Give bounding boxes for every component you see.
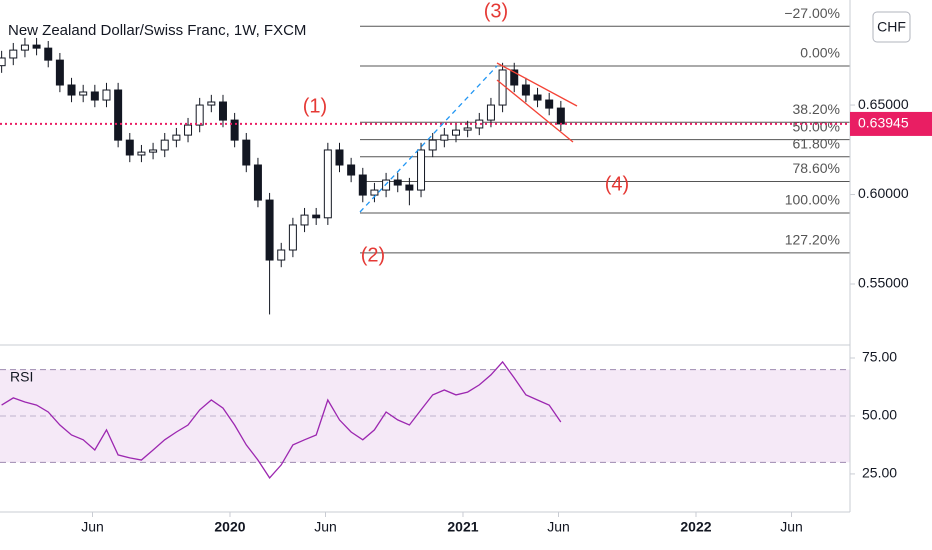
candle-body	[463, 127, 472, 131]
fib-label: 38.20%	[793, 101, 840, 117]
candle-body	[265, 199, 274, 261]
candle-body	[230, 119, 239, 141]
fib-label: 0.00%	[800, 45, 840, 61]
chart-title: New Zealand Dollar/Swiss Franc, 1W, FXCM	[8, 22, 306, 39]
x-tick-label: 2020	[214, 519, 245, 535]
channel-line	[496, 62, 578, 107]
x-tick-label: 2022	[680, 519, 711, 535]
x-tick-label: Jun	[780, 519, 803, 535]
fib-label: 50.00%	[793, 118, 840, 134]
candle-body	[498, 69, 507, 106]
y-tick-label: 0.55000	[858, 275, 909, 291]
rsi-line	[1, 360, 562, 479]
rsi-pane	[0, 357, 855, 479]
x-tick-label: 2021	[447, 519, 478, 535]
x-tick-label: Jun	[81, 519, 104, 535]
candle-body	[79, 91, 88, 96]
last-price-label: 0.63945	[858, 115, 909, 131]
candle-body	[114, 89, 123, 141]
candle-body	[521, 84, 530, 96]
fib-label: 127.20%	[785, 232, 840, 248]
y-tick-label: 25.00	[862, 465, 897, 481]
candle-body	[370, 189, 379, 196]
fib-label: 100.00%	[785, 192, 840, 208]
y-tick-label: 0.60000	[858, 185, 909, 201]
candle-body	[405, 184, 414, 191]
last-price-tag	[850, 111, 932, 136]
candle-body	[533, 94, 542, 101]
candle-body	[300, 214, 309, 226]
y-tick-label: 0.65000	[858, 96, 909, 112]
candle-body	[32, 44, 41, 49]
candle-body	[184, 124, 193, 136]
candle-body	[358, 174, 367, 196]
candle-body	[67, 84, 76, 96]
channel-line	[496, 79, 574, 143]
candle-body	[556, 107, 565, 125]
y-tick-label: 50.00	[862, 407, 897, 423]
candle-body	[242, 139, 251, 166]
candle-body	[125, 139, 134, 156]
candle-body	[44, 47, 53, 61]
candle-body	[393, 179, 402, 186]
candle-body	[0, 57, 6, 67]
wave-label: (1)	[303, 95, 327, 117]
candle-body	[218, 101, 227, 121]
currency-button[interactable]	[872, 11, 911, 43]
y-tick-label: 75.00	[862, 349, 897, 365]
candle-body	[55, 59, 64, 86]
candle-body	[545, 99, 554, 109]
x-tick-label: Jun	[547, 519, 570, 535]
rsi-title: RSI	[10, 369, 33, 385]
candle-body	[440, 134, 449, 141]
candle-body	[207, 101, 216, 106]
candle-body	[9, 49, 18, 59]
currency-button-label[interactable]: CHF	[877, 19, 906, 35]
candle-body	[172, 134, 181, 141]
candle-body	[417, 149, 426, 191]
wave-label: (4)	[605, 173, 629, 195]
candle-body	[137, 151, 146, 156]
candle-body	[288, 224, 297, 251]
fib-label: 61.80%	[793, 135, 840, 151]
candle-body	[277, 249, 286, 261]
candle-body	[195, 104, 204, 126]
wave-label: (2)	[361, 244, 385, 266]
candle-body	[90, 91, 99, 101]
fib-label: 78.60%	[793, 160, 840, 176]
candle-body	[160, 139, 169, 151]
candle-body	[451, 129, 460, 136]
candle-body	[312, 214, 321, 219]
x-tick-label: Jun	[314, 519, 337, 535]
candle-body	[20, 44, 29, 51]
candle-body	[428, 139, 437, 151]
candle-body	[149, 149, 158, 153]
candle-body	[102, 89, 111, 101]
candle-body	[253, 164, 262, 201]
price-pane: −27.00% 0.00% 38.20%50.00%61.80% 78.60% 100.…	[0, 5, 855, 315]
candle-body	[347, 164, 356, 176]
candle-body	[510, 69, 519, 86]
candle-body	[323, 149, 332, 219]
fib-label: −27.00%	[784, 5, 840, 21]
trend-line	[359, 65, 498, 213]
candle-body	[335, 149, 344, 166]
wave-label: (3)	[484, 0, 508, 22]
candle-body	[486, 104, 495, 121]
